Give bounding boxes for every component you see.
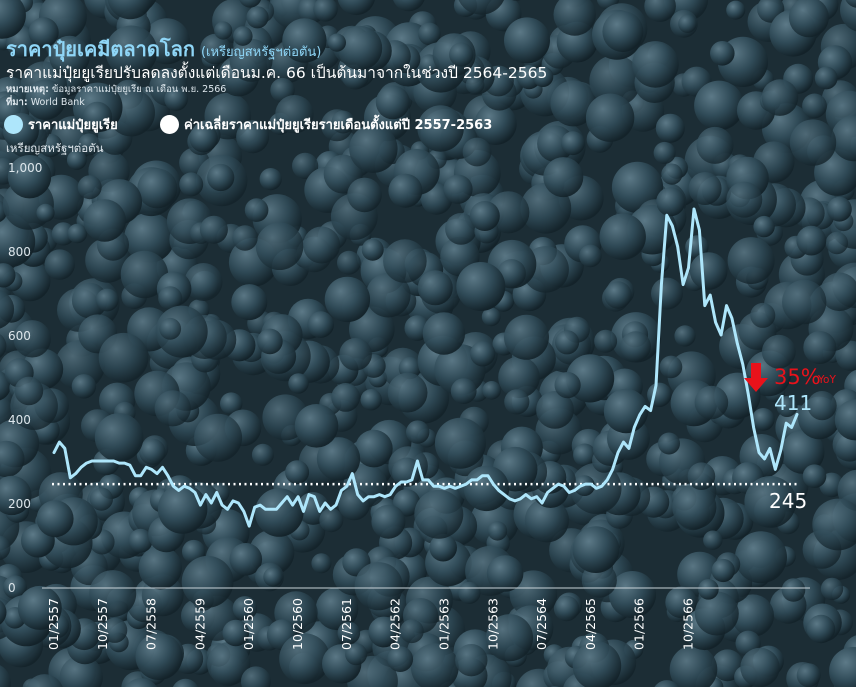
source-text: World Bank bbox=[27, 97, 85, 108]
chart-title-unit: (เหรียญสหรัฐฯต่อตัน) bbox=[200, 45, 322, 60]
last-value-label: 411 bbox=[774, 391, 812, 415]
chart-source: ที่มา: World Bank bbox=[6, 95, 85, 110]
note-label: หมายเหตุ: bbox=[6, 84, 49, 95]
x-tick-label: 10/2566 bbox=[681, 598, 696, 650]
y-tick-label: 400 bbox=[8, 413, 31, 427]
legend-item-urea-price: ราคาแม่ปุ๋ยยูเรีย bbox=[4, 113, 118, 135]
chart-subtitle: ราคาแม่ปุ๋ยยูเรียปรับลดลงตั้งแต่เดือนม.ค… bbox=[6, 64, 548, 82]
x-tick-label: 10/2557 bbox=[95, 598, 110, 650]
urea-price-series-line bbox=[52, 207, 799, 528]
legend-label-average-price: ค่าเฉลี่ยราคาแม่ปุ๋ยยูเรียรายเดือนตั้งแต… bbox=[184, 117, 493, 133]
x-tick-label: 10/2560 bbox=[290, 598, 305, 650]
y-axis-label: เหรียญสหรัฐฯต่อตัน bbox=[6, 141, 104, 155]
source-label: ที่มา: bbox=[6, 97, 28, 108]
x-tick-label: 10/2563 bbox=[485, 598, 500, 650]
down-arrow-icon bbox=[744, 363, 768, 392]
x-tick-label: 04/2559 bbox=[192, 598, 207, 650]
chart-title: ราคาปุ๋ยเคมีตลาดโลก (เหรียญสหรัฐฯต่อตัน) bbox=[6, 37, 322, 61]
x-tick-label: 01/2566 bbox=[632, 598, 647, 650]
x-tick-label: 04/2565 bbox=[583, 598, 598, 650]
x-tick-label: 01/2557 bbox=[46, 598, 61, 650]
y-tick-label: 1,000 bbox=[8, 161, 42, 175]
y-tick-label: 200 bbox=[8, 497, 31, 511]
y-tick-label: 600 bbox=[8, 329, 31, 343]
legend-swatch-urea-price bbox=[4, 114, 23, 134]
x-tick-label: 01/2563 bbox=[436, 598, 451, 650]
x-tick-label: 07/2558 bbox=[144, 598, 159, 650]
legend-item-average-price: ค่าเฉลี่ยราคาแม่ปุ๋ยยูเรียรายเดือนตั้งแต… bbox=[160, 113, 492, 135]
legend-swatch-average-price bbox=[160, 114, 179, 134]
x-tick-label: 04/2562 bbox=[388, 598, 403, 650]
average-value-label: 245 bbox=[769, 489, 807, 513]
legend-label-urea-price: ราคาแม่ปุ๋ยยูเรีย bbox=[28, 117, 118, 133]
yoy-change-suffix: YoY bbox=[817, 374, 836, 386]
x-tick-label: 07/2561 bbox=[339, 598, 354, 650]
y-tick-label: 800 bbox=[8, 245, 31, 259]
y-tick-label: 0 bbox=[8, 581, 16, 595]
x-tick-label: 07/2564 bbox=[534, 598, 549, 650]
note-text: ข้อมูลราคาแม่ปุ๋ยยูเรีย ณ เดือน พ.ย. 256… bbox=[48, 84, 227, 95]
chart-note: หมายเหตุ: ข้อมูลราคาแม่ปุ๋ยยูเรีย ณ เดือ… bbox=[6, 82, 226, 97]
x-tick-label: 01/2560 bbox=[241, 598, 256, 650]
yoy-change-label: 35% bbox=[774, 365, 821, 389]
